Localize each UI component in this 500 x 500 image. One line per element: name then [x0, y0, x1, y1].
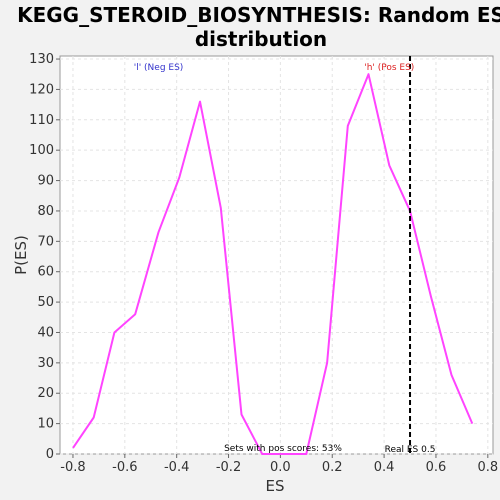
y-tick-label: 20 — [37, 386, 54, 401]
y-tick-label: 60 — [37, 265, 54, 280]
x-tick-label: 0.6 — [426, 460, 447, 475]
y-axis-label: P(ES) — [12, 235, 30, 275]
x-tick-label: -0.6 — [112, 460, 137, 475]
y-tick-label: 120 — [29, 82, 54, 97]
y-tick-label: 80 — [37, 204, 54, 219]
x-axis-label: ES — [266, 477, 285, 495]
y-tick-label: 100 — [29, 143, 54, 158]
y-tick-label: 130 — [29, 52, 54, 67]
pos-es-label: 'h' (Pos ES) — [364, 63, 414, 73]
x-tick-label: 0.0 — [270, 460, 291, 475]
x-tick-label: 0.2 — [322, 460, 343, 475]
y-tick-label: 70 — [37, 234, 54, 249]
x-tick-label: -0.8 — [60, 460, 85, 475]
neg-es-label: 'l' (Neg ES) — [134, 63, 184, 73]
x-tick-label: -0.2 — [216, 460, 241, 475]
real-es-label: Real ES 0.5 — [385, 445, 436, 455]
x-axis: -0.8 -0.6 -0.4 -0.2 0.0 0.2 0.4 0.6 0.8 — [60, 454, 498, 475]
y-tick-label: 90 — [37, 174, 54, 189]
chart-title-line-1: KEGG_STEROID_BIOSYNTHESIS: Random ES — [17, 3, 500, 27]
y-tick-label: 0 — [46, 447, 54, 462]
x-tick-label: 0.4 — [374, 460, 395, 475]
sets-pos-scores-text: Sets with pos scores: 53% — [224, 444, 342, 454]
x-tick-label: 0.8 — [477, 460, 498, 475]
y-tick-label: 10 — [37, 417, 54, 432]
y-axis: 0 10 20 30 40 50 60 70 80 90 100 110 120 130 — [29, 52, 60, 462]
y-tick-label: 30 — [37, 356, 54, 371]
y-tick-label: 50 — [37, 295, 54, 310]
y-tick-label: 40 — [37, 325, 54, 340]
chart-title-line-2: distribution — [195, 27, 327, 51]
x-tick-label: -0.4 — [164, 460, 189, 475]
y-tick-label: 110 — [29, 113, 54, 128]
